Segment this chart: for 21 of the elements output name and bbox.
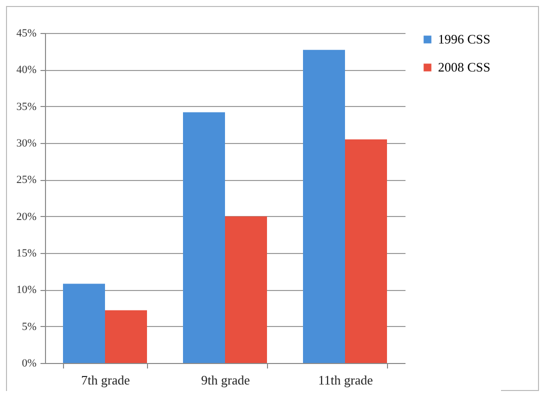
legend-label: 2008 CSS <box>438 60 490 74</box>
bar <box>63 284 105 363</box>
bar <box>303 50 345 363</box>
y-tick-label: 20% <box>16 210 36 223</box>
bar <box>345 139 387 363</box>
bar <box>105 310 147 363</box>
y-tick-label: 15% <box>16 248 36 260</box>
y-tick-label: 45% <box>16 28 36 40</box>
y-tick-label: 25% <box>16 174 36 186</box>
y-tick-label: 0% <box>22 358 36 370</box>
bar <box>225 216 267 363</box>
x-tick-label: 9th grade <box>201 372 250 388</box>
legend-label: 1996 CSS <box>438 32 490 46</box>
y-tick-label: 30% <box>16 138 36 150</box>
x-tick-label: 7th grade <box>81 372 130 388</box>
x-tick-label: 11th grade <box>318 372 374 388</box>
y-tick-label: 40% <box>16 64 36 76</box>
y-tick-label: 35% <box>16 100 36 113</box>
bar <box>183 112 225 363</box>
y-tick-label: 5% <box>22 320 36 333</box>
y-tick-label: 10% <box>16 284 36 296</box>
